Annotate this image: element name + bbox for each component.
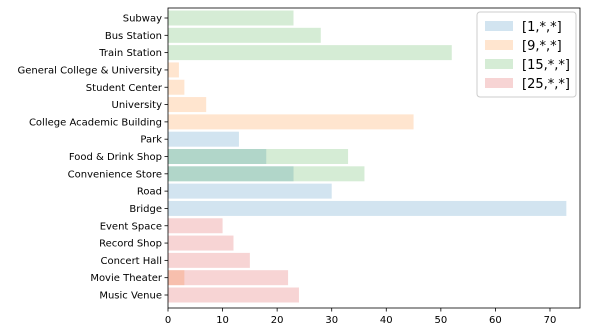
y-tick-label: College Academic Building xyxy=(29,117,162,128)
x-tick-label: 40 xyxy=(380,315,393,326)
bars-layer xyxy=(168,10,567,303)
x-axis: 0 10 20 30 40 50 60 70 xyxy=(165,308,557,326)
y-tick-label: Student Center xyxy=(86,83,163,94)
legend-frame xyxy=(476,11,577,98)
bar-0-8 xyxy=(168,149,267,164)
bar-1-5 xyxy=(168,97,207,113)
y-tick-label: Music Venue xyxy=(99,291,162,302)
bar-3-14 xyxy=(168,252,250,268)
bar-2-9 xyxy=(168,166,365,182)
legend-swatch xyxy=(485,21,513,31)
bar-0-7 xyxy=(168,131,239,147)
y-axis: Subway Bus Station Train Station General Co… xyxy=(18,14,168,302)
y-tick-label: Road xyxy=(137,187,162,198)
legend-swatch xyxy=(485,40,513,50)
legend-label: [1,*,*] xyxy=(522,20,562,35)
x-tick-label: 30 xyxy=(325,315,338,326)
x-tick-label: 0 xyxy=(165,315,171,326)
bar-2-0 xyxy=(168,10,294,26)
y-tick-label: General College & University xyxy=(18,65,163,76)
plot-frame xyxy=(167,7,581,309)
y-tick-label: Movie Theater xyxy=(90,273,163,284)
legend-label: [9,*,*] xyxy=(522,39,562,54)
y-tick-label: Subway xyxy=(123,14,162,25)
bar-1-15 xyxy=(168,270,185,286)
bar-0-10 xyxy=(168,183,332,199)
legend-swatch xyxy=(485,78,513,88)
x-tick-label: 70 xyxy=(544,315,557,326)
x-tick-label: 60 xyxy=(489,315,502,326)
y-tick-label: Concert Hall xyxy=(100,256,162,267)
x-tick-label: 10 xyxy=(216,315,229,326)
legend: [1,*,*] [9,*,*] [15,*,*] [25,*,*] xyxy=(476,11,577,98)
bar-2-8 xyxy=(168,149,349,164)
bar-1-3 xyxy=(168,62,179,78)
y-tick-label: Convenience Store xyxy=(68,169,162,180)
y-tick-label: Event Space xyxy=(100,221,162,232)
bar-2-2 xyxy=(168,45,452,61)
bar-0-11 xyxy=(168,200,567,216)
legend-label: [15,*,*] xyxy=(522,58,570,73)
y-tick-label: Train Station xyxy=(98,48,162,59)
y-tick-label: University xyxy=(112,100,163,111)
x-tick-label: 50 xyxy=(434,315,447,326)
bar-3-15 xyxy=(168,270,289,286)
y-tick-label: Food & Drink Shop xyxy=(69,152,162,163)
x-tick-label: 20 xyxy=(271,315,284,326)
bar-1-4 xyxy=(168,79,185,95)
legend-swatch xyxy=(485,59,513,69)
bar-0-9 xyxy=(168,166,294,182)
bar-3-13 xyxy=(168,235,234,251)
bar-2-1 xyxy=(168,27,321,43)
bar-3-16 xyxy=(168,287,299,303)
bar-1-6 xyxy=(168,114,414,130)
y-tick-label: Bus Station xyxy=(105,31,162,42)
y-tick-label: Record Shop xyxy=(99,239,162,250)
y-tick-label: Park xyxy=(140,135,162,146)
bar-3-12 xyxy=(168,218,223,234)
legend-label: [25,*,*] xyxy=(522,77,570,92)
y-tick-label: Bridge xyxy=(129,204,162,215)
